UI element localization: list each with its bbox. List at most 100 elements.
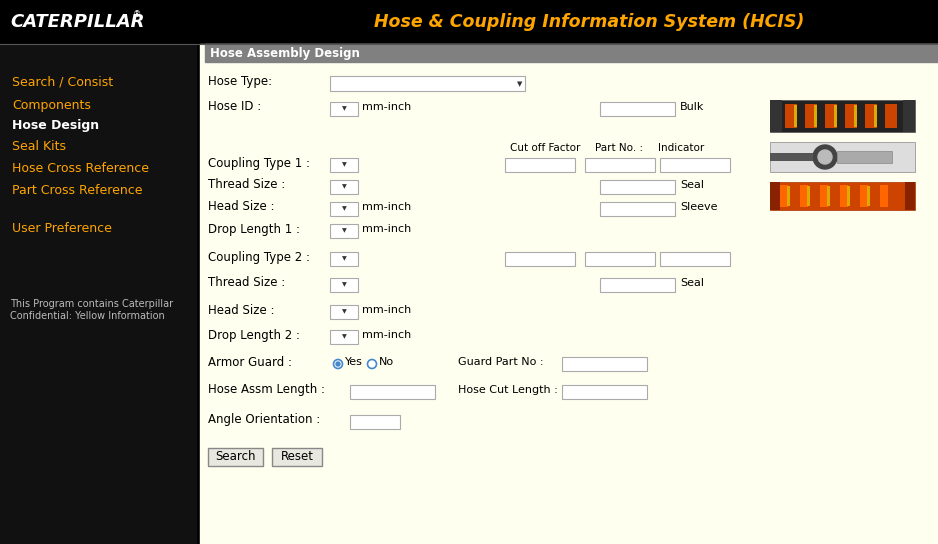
Text: Cut off Factor: Cut off Factor bbox=[510, 143, 581, 153]
Text: Indicator: Indicator bbox=[658, 143, 704, 153]
Bar bbox=[350, 415, 400, 429]
Bar bbox=[770, 142, 915, 172]
Text: Search / Consist: Search / Consist bbox=[12, 76, 113, 89]
Bar bbox=[205, 44, 938, 62]
Text: Hose Assembly Design: Hose Assembly Design bbox=[210, 47, 360, 60]
Bar bbox=[330, 202, 358, 216]
Circle shape bbox=[336, 362, 340, 366]
Text: ▼: ▼ bbox=[341, 228, 346, 233]
Bar bbox=[330, 76, 525, 91]
Text: Hose Cut Length :: Hose Cut Length : bbox=[458, 385, 558, 395]
Text: ▼: ▼ bbox=[341, 184, 346, 189]
Text: mm-inch: mm-inch bbox=[362, 224, 411, 234]
Bar bbox=[770, 100, 915, 132]
Bar bbox=[785, 104, 797, 128]
Bar bbox=[847, 186, 850, 206]
Bar bbox=[825, 104, 837, 128]
Text: ▼: ▼ bbox=[518, 81, 522, 87]
Text: Search: Search bbox=[215, 450, 255, 463]
Text: Hose Assm Length :: Hose Assm Length : bbox=[208, 384, 325, 397]
Bar bbox=[562, 357, 647, 371]
Bar bbox=[600, 102, 675, 116]
Text: ▼: ▼ bbox=[341, 107, 346, 112]
Bar bbox=[330, 278, 358, 292]
Bar bbox=[600, 278, 675, 292]
FancyBboxPatch shape bbox=[208, 448, 263, 466]
Bar bbox=[787, 186, 790, 206]
Text: Seal Kits: Seal Kits bbox=[12, 140, 66, 153]
Circle shape bbox=[334, 360, 342, 368]
Circle shape bbox=[368, 360, 376, 368]
Bar bbox=[330, 180, 358, 194]
Text: Head Size :: Head Size : bbox=[208, 304, 275, 317]
Bar bbox=[350, 385, 435, 399]
Bar bbox=[827, 186, 830, 206]
Text: ▼: ▼ bbox=[341, 207, 346, 212]
Text: ▼: ▼ bbox=[341, 163, 346, 168]
Text: Bulk: Bulk bbox=[680, 102, 704, 112]
Text: Part No. :: Part No. : bbox=[595, 143, 643, 153]
Bar bbox=[505, 252, 575, 266]
Bar bbox=[562, 385, 647, 399]
Bar bbox=[770, 153, 813, 161]
Bar bbox=[660, 158, 730, 172]
Text: mm-inch: mm-inch bbox=[362, 102, 411, 112]
Text: Seal: Seal bbox=[680, 180, 704, 190]
Text: Confidential: Yellow Information: Confidential: Yellow Information bbox=[10, 311, 165, 321]
Bar bbox=[807, 186, 810, 206]
Text: ▼: ▼ bbox=[341, 335, 346, 339]
Text: Coupling Type 1 :: Coupling Type 1 : bbox=[208, 157, 310, 170]
Bar bbox=[330, 102, 358, 116]
Bar bbox=[330, 158, 358, 172]
Text: User Preference: User Preference bbox=[12, 222, 112, 236]
Text: Drop Length 2 :: Drop Length 2 : bbox=[208, 329, 300, 342]
Text: ▼: ▼ bbox=[341, 257, 346, 262]
Text: ▼: ▼ bbox=[341, 282, 346, 287]
Text: Part Cross Reference: Part Cross Reference bbox=[12, 183, 143, 196]
Bar bbox=[837, 151, 892, 163]
Bar bbox=[860, 185, 868, 207]
Bar bbox=[780, 185, 788, 207]
Text: Components: Components bbox=[12, 98, 91, 112]
Text: Thread Size :: Thread Size : bbox=[208, 178, 285, 191]
Bar bbox=[820, 185, 828, 207]
Text: mm-inch: mm-inch bbox=[362, 305, 411, 315]
Circle shape bbox=[813, 145, 837, 169]
Bar bbox=[330, 252, 358, 266]
Text: Drop Length 1 :: Drop Length 1 : bbox=[208, 222, 300, 236]
Bar bbox=[800, 185, 808, 207]
Bar bbox=[0, 0, 938, 44]
Bar bbox=[867, 186, 870, 206]
Text: Guard Part No :: Guard Part No : bbox=[458, 357, 543, 367]
Text: Hose Design: Hose Design bbox=[12, 120, 99, 133]
Bar bbox=[834, 105, 837, 127]
Bar bbox=[770, 182, 915, 210]
Bar bbox=[840, 185, 848, 207]
Text: CATERPILLAR: CATERPILLAR bbox=[10, 13, 144, 31]
Bar bbox=[905, 182, 915, 210]
Bar bbox=[600, 180, 675, 194]
Text: Thread Size :: Thread Size : bbox=[208, 276, 285, 289]
Bar bbox=[600, 202, 675, 216]
Bar bbox=[505, 158, 575, 172]
Text: Reset: Reset bbox=[280, 450, 313, 463]
FancyBboxPatch shape bbox=[272, 448, 322, 466]
Text: Sleeve: Sleeve bbox=[680, 202, 718, 212]
Text: Hose ID :: Hose ID : bbox=[208, 101, 262, 114]
Bar bbox=[770, 100, 782, 132]
Bar bbox=[330, 305, 358, 319]
Bar bbox=[845, 104, 857, 128]
Text: Hose Cross Reference: Hose Cross Reference bbox=[12, 163, 149, 176]
Text: This Program contains Caterpillar: This Program contains Caterpillar bbox=[10, 299, 174, 309]
Bar bbox=[200, 44, 938, 544]
Bar bbox=[854, 105, 857, 127]
Bar bbox=[585, 158, 655, 172]
Bar bbox=[805, 104, 817, 128]
Circle shape bbox=[818, 150, 832, 164]
Bar bbox=[880, 185, 888, 207]
Text: Yes: Yes bbox=[345, 357, 363, 367]
Bar bbox=[660, 252, 730, 266]
Bar bbox=[874, 105, 877, 127]
Bar bbox=[903, 100, 915, 132]
Text: Hose & Coupling Information System (HCIS): Hose & Coupling Information System (HCIS… bbox=[374, 13, 804, 31]
